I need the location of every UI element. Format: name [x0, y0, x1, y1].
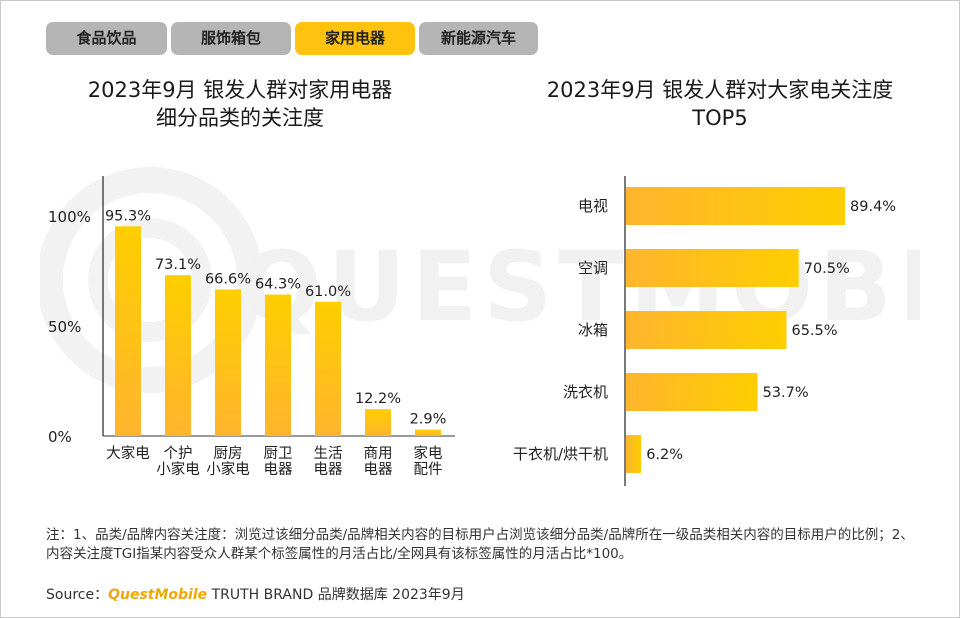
source-brand: QuestMobile — [108, 587, 208, 603]
left-category-label: 厨房 — [214, 445, 243, 462]
left-category-label: 个护 — [164, 445, 193, 462]
left-category-label: 电器 — [264, 461, 293, 478]
right-category-label: 空调 — [578, 259, 608, 277]
left-bar — [265, 294, 291, 436]
right-category-label: 电视 — [578, 197, 608, 215]
left-y-tick-label: 0% — [48, 428, 72, 446]
source-line: Source：QuestMobile TRUTH BRAND 品牌数据库 202… — [46, 584, 465, 604]
source-prefix: Source： — [46, 587, 109, 603]
right-bar-value-label: 65.5% — [791, 323, 837, 339]
tab-apparel[interactable]: 服饰箱包 — [171, 22, 291, 55]
left-bar-value-label: 12.2% — [355, 391, 401, 407]
left-category-label: 小家电 — [206, 461, 250, 478]
left-chart-title-line-2: 细分品类的关注度 — [156, 106, 324, 130]
left-category-label: 厨卫 — [264, 446, 293, 462]
tab-new-energy-vehicles[interactable]: 新能源汽车 — [419, 22, 538, 55]
left-bar-value-label: 61.0% — [305, 284, 351, 300]
right-bar-chart: 89.4% 电视 70.5% 空调 65.5% 冰箱 53.7% 洗衣机 6.2% 干衣机/烘干机 — [513, 176, 896, 486]
right-bar — [626, 311, 787, 349]
left-bar-value-label: 95.3% — [105, 208, 151, 224]
right-bar — [626, 435, 642, 473]
left-chart-title-line-1: 2023年9月 银发人群对家用电器 — [87, 78, 393, 102]
right-bar-value-label: 89.4% — [850, 199, 896, 215]
left-category-label: 小家电 — [156, 461, 200, 478]
source-suffix: TRUTH BRAND 品牌数据库 2023年9月 — [207, 587, 465, 603]
left-bar — [115, 226, 141, 436]
left-bar-value-label: 73.1% — [155, 257, 201, 273]
left-category-label: 家电 — [414, 445, 443, 462]
left-y-tick-label: 100% — [48, 208, 91, 226]
right-category-label: 冰箱 — [578, 321, 608, 339]
left-bar — [165, 275, 191, 436]
left-category-label: 电器 — [364, 461, 393, 478]
right-bar-value-label: 6.2% — [646, 447, 683, 463]
left-category-label: 电器 — [314, 461, 343, 478]
footnote: 注：1、品类/品牌内容关注度：浏览过该细分品类/品牌相关内容的目标用户占浏览该细… — [46, 527, 914, 562]
right-bar-value-label: 70.5% — [804, 261, 850, 277]
left-category-label: 商用 — [364, 445, 393, 462]
left-category-label: 配件 — [414, 461, 443, 478]
left-bar — [365, 409, 391, 436]
category-tabs: 食品饮品 服饰箱包 家用电器 新能源汽车 — [46, 22, 538, 55]
right-bar — [626, 373, 758, 411]
left-bar-value-label: 66.6% — [205, 271, 251, 287]
right-chart-title: 2023年9月 银发人群对大家电关注度 TOP5 — [530, 76, 910, 132]
right-bar — [626, 249, 799, 287]
right-bar-value-label: 53.7% — [763, 385, 809, 401]
left-bar — [415, 429, 441, 436]
right-chart-title-line-1: 2023年9月 银发人群对大家电关注度 — [546, 78, 894, 102]
left-bar-value-label: 2.9% — [410, 412, 447, 428]
right-category-label: 干衣机/烘干机 — [513, 445, 608, 463]
left-chart-title: 2023年9月 银发人群对家用电器 细分品类的关注度 — [70, 76, 410, 132]
tab-appliances[interactable]: 家用电器 — [295, 22, 415, 55]
left-category-label: 大家电 — [106, 445, 150, 462]
left-bar — [315, 301, 341, 436]
left-bar-value-label: 64.3% — [255, 277, 301, 293]
left-category-label: 生活 — [314, 445, 343, 462]
right-bar — [626, 187, 846, 225]
left-bar — [215, 289, 241, 436]
tab-food[interactable]: 食品饮品 — [46, 22, 167, 55]
right-category-label: 洗衣机 — [563, 383, 608, 401]
left-y-tick-label: 50% — [48, 318, 81, 336]
right-chart-title-line-2: TOP5 — [692, 106, 748, 130]
